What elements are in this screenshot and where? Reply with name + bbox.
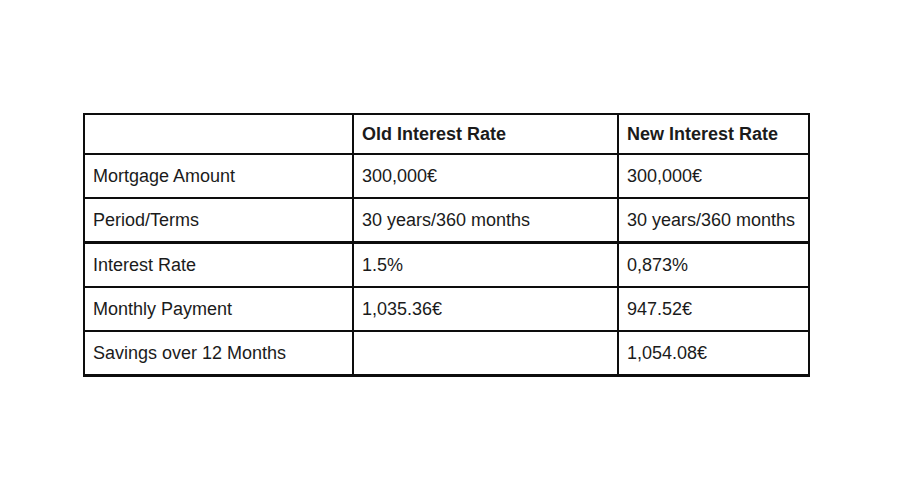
mortgage-comparison-table: Old Interest Rate New Interest Rate Mort…: [83, 113, 810, 377]
old-period-terms-value: 30 years/360 months: [353, 198, 618, 243]
new-period-terms-value: 30 years/360 months: [618, 198, 809, 243]
new-interest-rate-value: 0,873%: [618, 243, 809, 288]
new-savings-value: 1,054.08€: [618, 331, 809, 376]
table-row-interest-rate: Interest Rate 1.5% 0,873%: [84, 243, 809, 288]
table-row-mortgage-amount: Mortgage Amount 300,000€ 300,000€: [84, 154, 809, 198]
table-row-savings: Savings over 12 Months 1,054.08€: [84, 331, 809, 376]
table-row-monthly-payment: Monthly Payment 1,035.36€ 947.52€: [84, 287, 809, 331]
old-mortgage-amount-value: 300,000€: [353, 154, 618, 198]
table-header-row: Old Interest Rate New Interest Rate: [84, 114, 809, 154]
old-monthly-payment-value: 1,035.36€: [353, 287, 618, 331]
column-header-new-interest-rate: New Interest Rate: [618, 114, 809, 154]
row-label-period-terms: Period/Terms: [84, 198, 353, 243]
row-label-interest-rate: Interest Rate: [84, 243, 353, 288]
column-header-empty: [84, 114, 353, 154]
new-monthly-payment-value: 947.52€: [618, 287, 809, 331]
new-mortgage-amount-value: 300,000€: [618, 154, 809, 198]
column-header-old-interest-rate: Old Interest Rate: [353, 114, 618, 154]
old-savings-value: [353, 331, 618, 376]
row-label-mortgage-amount: Mortgage Amount: [84, 154, 353, 198]
row-label-monthly-payment: Monthly Payment: [84, 287, 353, 331]
page-canvas: Old Interest Rate New Interest Rate Mort…: [0, 0, 900, 489]
old-interest-rate-value: 1.5%: [353, 243, 618, 288]
table-row-period-terms: Period/Terms 30 years/360 months 30 year…: [84, 198, 809, 243]
row-label-savings: Savings over 12 Months: [84, 331, 353, 376]
